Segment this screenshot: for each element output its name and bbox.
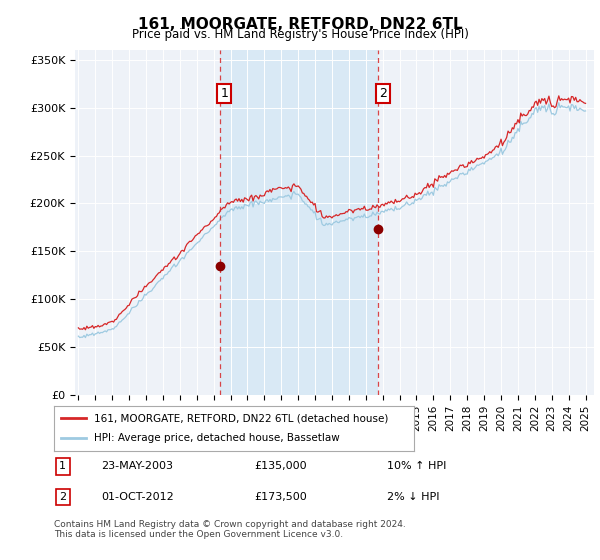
Text: 10% ↑ HPI: 10% ↑ HPI bbox=[386, 461, 446, 471]
Text: HPI: Average price, detached house, Bassetlaw: HPI: Average price, detached house, Bass… bbox=[94, 433, 340, 444]
Text: 2: 2 bbox=[59, 492, 67, 502]
Text: Contains HM Land Registry data © Crown copyright and database right 2024.
This d: Contains HM Land Registry data © Crown c… bbox=[54, 520, 406, 539]
Text: 2: 2 bbox=[379, 87, 386, 100]
Text: £135,000: £135,000 bbox=[254, 461, 307, 471]
Text: 01-OCT-2012: 01-OCT-2012 bbox=[101, 492, 174, 502]
Bar bbox=[220, 50, 379, 395]
Text: 23-MAY-2003: 23-MAY-2003 bbox=[101, 461, 173, 471]
Text: £173,500: £173,500 bbox=[254, 492, 307, 502]
Text: 1: 1 bbox=[59, 461, 66, 471]
Text: 161, MOORGATE, RETFORD, DN22 6TL: 161, MOORGATE, RETFORD, DN22 6TL bbox=[137, 17, 463, 32]
Text: Price paid vs. HM Land Registry's House Price Index (HPI): Price paid vs. HM Land Registry's House … bbox=[131, 28, 469, 41]
Text: 2% ↓ HPI: 2% ↓ HPI bbox=[386, 492, 439, 502]
Text: 161, MOORGATE, RETFORD, DN22 6TL (detached house): 161, MOORGATE, RETFORD, DN22 6TL (detach… bbox=[94, 413, 388, 423]
Text: 1: 1 bbox=[220, 87, 228, 100]
